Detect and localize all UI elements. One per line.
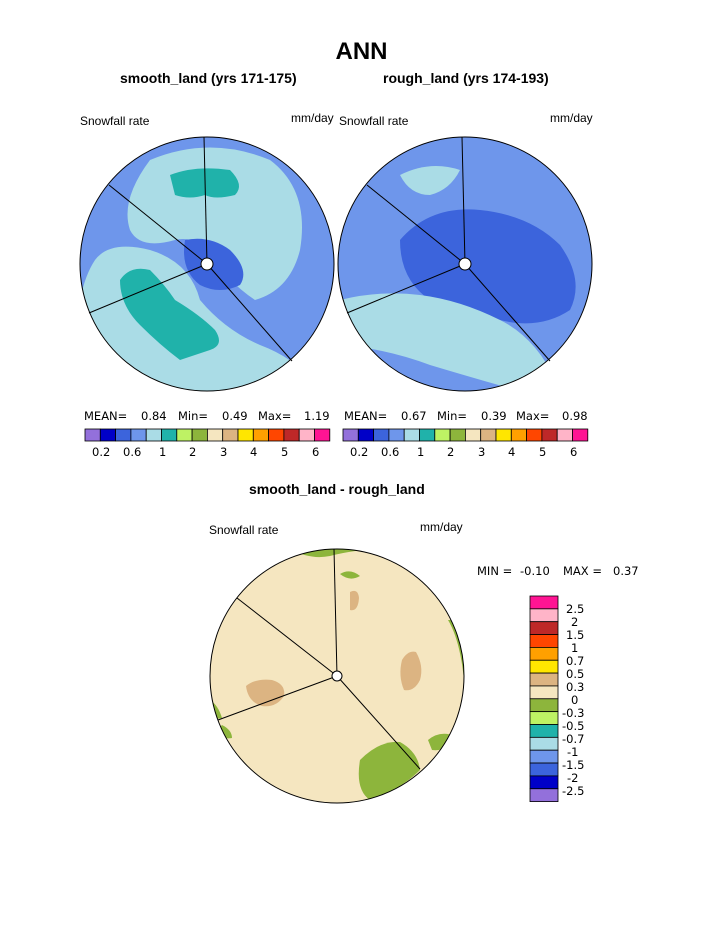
cb3-label: -0.3 — [562, 706, 585, 720]
cb3-label: -2.5 — [562, 784, 585, 798]
colorbar-swatch — [529, 634, 559, 648]
cb1-label: 6 — [312, 445, 320, 459]
cb3-label: -1.5 — [562, 758, 585, 772]
colorbar-swatch — [529, 595, 559, 610]
diff-max: 0.37 — [613, 564, 639, 578]
panel-2-title: rough_land (yrs 174-193) — [383, 70, 549, 86]
cb3-label: 0.3 — [566, 680, 585, 694]
panel-2-min-label: Min= — [437, 409, 468, 423]
cb2-label: 5 — [539, 445, 547, 459]
panel-1-max-label: Max= — [258, 409, 292, 423]
cb3-label: -1 — [567, 745, 579, 759]
cb3-label: -0.7 — [562, 732, 585, 746]
colorbar-swatch — [529, 647, 559, 661]
diff-variable: Snowfall rate — [209, 523, 279, 537]
cb2-label: 6 — [570, 445, 578, 459]
panel-2-max-label: Max= — [516, 409, 550, 423]
colorbar-swatch — [529, 608, 559, 623]
colorbar-swatch — [529, 659, 559, 674]
colorbar-swatch — [529, 775, 559, 790]
cb3-label: 1 — [571, 641, 579, 655]
panel-1-variable: Snowfall rate — [80, 114, 150, 128]
panel-1-min: 0.49 — [222, 409, 248, 423]
panel-1-mean: 0.84 — [141, 409, 167, 423]
colorbar-swatch — [529, 762, 559, 777]
panel-1-max: 1.19 — [304, 409, 330, 423]
cb1-label: 4 — [250, 445, 258, 459]
colorbar-swatch — [529, 685, 559, 700]
cb3-label: 0.5 — [566, 667, 585, 681]
diff-min-label: MIN = — [477, 564, 513, 578]
cb2-label: 0.6 — [381, 445, 400, 459]
colorbar-swatch — [572, 428, 589, 442]
cb2-label: 2 — [447, 445, 455, 459]
panel-2-mean: 0.67 — [401, 409, 427, 423]
diff-max-label: MAX = — [563, 564, 602, 578]
colorbar-swatch — [529, 672, 559, 687]
cb1-label: 0.2 — [92, 445, 111, 459]
cb1-label: 0.6 — [123, 445, 142, 459]
diff-units: mm/day — [420, 520, 463, 534]
cb2-label: 3 — [478, 445, 486, 459]
panel-2-min: 0.39 — [481, 409, 507, 423]
panel-2-mean-label: MEAN= — [344, 409, 388, 423]
cb1-label: 5 — [281, 445, 289, 459]
cb1-label: 1 — [159, 445, 167, 459]
cb3-label: 0.7 — [566, 654, 585, 668]
diff-title: smooth_land - rough_land — [249, 481, 425, 497]
cb3-label: -2 — [567, 771, 579, 785]
cb2-label: 4 — [508, 445, 516, 459]
colorbar-swatch — [529, 621, 559, 635]
diff-min: -0.10 — [520, 564, 550, 578]
cb3-label: 2 — [571, 615, 579, 629]
colorbar-swatch — [314, 428, 331, 442]
colorbar-swatch — [529, 749, 559, 764]
cb3-label: -0.5 — [562, 719, 585, 733]
panel-1-title: smooth_land (yrs 171-175) — [120, 70, 297, 86]
colorbar-swatch — [529, 788, 559, 803]
cb2-label: 1 — [417, 445, 425, 459]
cb2-label: 0.2 — [350, 445, 369, 459]
cb3-label: 2.5 — [566, 602, 585, 616]
panel-2-units: mm/day — [550, 111, 593, 125]
colorbar-swatch — [529, 711, 559, 725]
panel-1-mean-label: MEAN= — [84, 409, 128, 423]
panel-2-max: 0.98 — [562, 409, 588, 423]
cb3-label: 0 — [571, 693, 579, 707]
colorbar-swatch — [529, 736, 559, 751]
panel-2-variable: Snowfall rate — [339, 114, 409, 128]
cb3-label: 1.5 — [566, 628, 585, 642]
main-title: ANN — [335, 38, 388, 65]
panel-1-units: mm/day — [291, 111, 334, 125]
colorbar-swatch — [529, 698, 559, 713]
cb1-label: 3 — [220, 445, 228, 459]
cb1-label: 2 — [189, 445, 197, 459]
panel-1-min-label: Min= — [178, 409, 209, 423]
colorbar-swatch — [529, 724, 559, 738]
